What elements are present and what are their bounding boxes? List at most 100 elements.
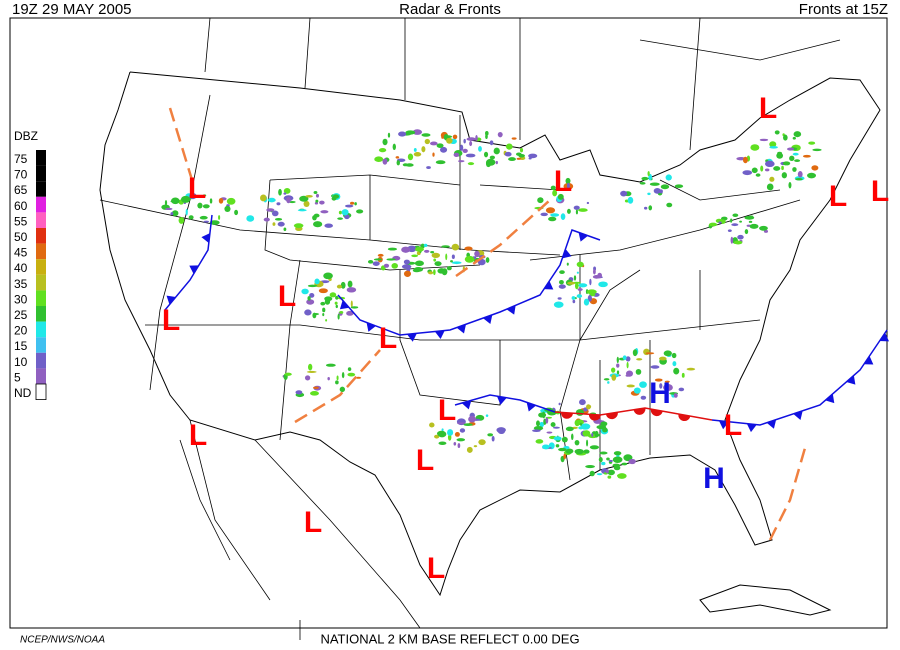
radar-echo xyxy=(557,297,562,300)
radar-echo xyxy=(504,151,512,157)
radar-echo xyxy=(475,135,478,142)
radar-echo xyxy=(457,443,461,449)
radar-echo xyxy=(421,133,431,137)
radar-echo xyxy=(489,140,494,146)
radar-echo xyxy=(558,284,566,289)
radar-echo xyxy=(226,197,236,205)
radar-echo xyxy=(606,457,610,461)
radar-echo xyxy=(197,202,203,209)
radar-echo xyxy=(518,153,525,158)
legend-label: 25 xyxy=(14,308,28,322)
radar-echo xyxy=(586,201,590,205)
radar-echo xyxy=(750,144,760,151)
radar-echo xyxy=(793,131,802,138)
legend-swatch xyxy=(36,212,46,228)
radar-echo xyxy=(423,243,428,247)
radar-echo xyxy=(585,465,595,469)
radar-echo xyxy=(633,387,641,394)
radar-echo xyxy=(742,170,753,176)
radar-echo xyxy=(650,365,660,369)
radar-echo xyxy=(811,165,819,171)
radar-echo xyxy=(336,284,342,289)
radar-echo xyxy=(808,141,816,145)
radar-echo xyxy=(441,245,450,248)
radar-echo xyxy=(730,218,733,223)
radar-echo xyxy=(398,131,407,137)
radar-echo xyxy=(224,205,231,212)
radar-echo xyxy=(792,152,799,156)
front-symbol xyxy=(406,333,417,342)
radar-echo xyxy=(164,199,168,206)
legend-swatch xyxy=(36,196,46,213)
radar-echo xyxy=(567,208,571,214)
radar-echo xyxy=(776,152,784,159)
radar-echo xyxy=(350,306,359,309)
map-frame xyxy=(9,17,888,629)
radar-echo xyxy=(445,253,448,261)
front-symbol xyxy=(678,413,691,422)
front-symbol xyxy=(863,355,874,365)
radar-echo xyxy=(616,363,620,368)
radar-echo xyxy=(566,262,569,266)
radar-echo xyxy=(320,210,329,214)
radar-echo xyxy=(429,141,438,146)
radar-echo xyxy=(189,192,197,200)
radar-echo xyxy=(616,370,620,375)
radar-echo xyxy=(401,246,411,253)
radar-echo xyxy=(327,376,330,381)
trough xyxy=(168,107,194,181)
radar-echo xyxy=(566,182,570,190)
radar-echo xyxy=(708,222,718,227)
radar-echo xyxy=(730,236,734,244)
front-symbol xyxy=(482,314,493,324)
radar-echo xyxy=(617,473,627,479)
radar-echo xyxy=(387,132,391,138)
radar-echo xyxy=(284,372,292,376)
radar-echo xyxy=(430,250,435,254)
radar-echo xyxy=(429,422,435,428)
radar-echo xyxy=(727,229,732,232)
radar-echo xyxy=(356,209,364,214)
radar-echo xyxy=(441,428,444,432)
header-time: 19Z 29 MAY 2005 xyxy=(12,1,132,18)
radar-echo xyxy=(558,402,561,406)
radar-echo xyxy=(170,199,180,203)
legend-label: 35 xyxy=(14,277,28,291)
radar-echo xyxy=(218,197,224,204)
legend-swatch xyxy=(36,165,46,182)
radar-echo xyxy=(347,280,353,288)
radar-echo xyxy=(536,420,540,427)
radar-echo xyxy=(234,209,239,216)
radar-echo xyxy=(391,263,398,269)
radar-echo xyxy=(466,137,477,141)
radar-echo xyxy=(293,223,304,229)
radar-echo xyxy=(560,213,566,220)
radar-echo xyxy=(579,422,582,426)
front-symbol xyxy=(496,396,507,405)
radar-echo xyxy=(306,370,317,373)
legend-swatch xyxy=(36,274,46,291)
legend-swatch xyxy=(36,306,46,322)
legend-label: 5 xyxy=(14,370,21,384)
cuba xyxy=(699,584,832,616)
radar-echo xyxy=(589,278,592,286)
radar-echo xyxy=(341,209,349,216)
radar-echo xyxy=(586,404,591,410)
radar-echo xyxy=(439,146,448,153)
radar-echo xyxy=(542,411,546,419)
radar-echo xyxy=(433,258,437,262)
radar-echo xyxy=(487,433,494,437)
radar-echo xyxy=(301,288,309,295)
radar-echo xyxy=(626,370,633,377)
legend-title: DBZ xyxy=(14,129,38,143)
radar-echo xyxy=(593,269,596,275)
radar-echo xyxy=(519,147,524,153)
radar-echo xyxy=(324,298,331,305)
front-symbol xyxy=(588,414,601,421)
radar-echo xyxy=(659,189,663,194)
radar-echo xyxy=(806,172,817,179)
radar-echo xyxy=(433,269,436,276)
radar-echo xyxy=(774,130,780,135)
radar-echo xyxy=(739,220,742,223)
radar-echo xyxy=(601,461,606,466)
